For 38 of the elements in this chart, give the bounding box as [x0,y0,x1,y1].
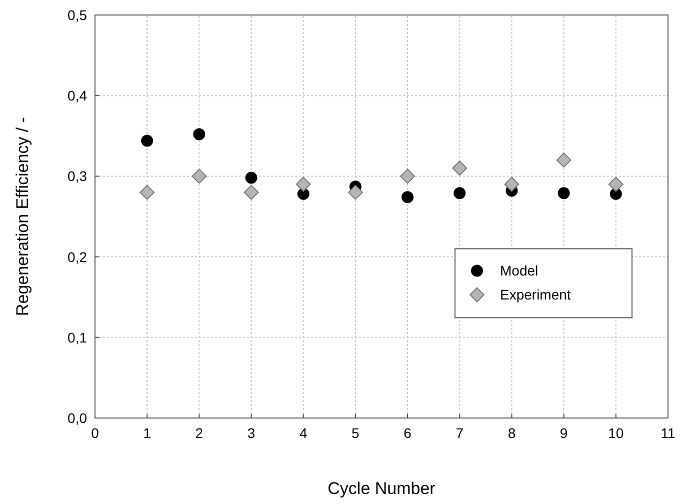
point [454,187,466,200]
point [141,134,154,147]
point [504,176,520,192]
x-axis-title: Cycle Number [328,479,436,498]
x-tick-label: 9 [560,425,568,441]
point [608,176,624,192]
point [140,184,155,200]
point [348,184,363,200]
y-tick-label: 0,3 [68,168,88,184]
x-tick-label: 10 [608,425,624,441]
x-tick-label: 6 [404,425,412,441]
x-tick-label: 11 [660,425,676,441]
point [296,176,311,192]
x-tick-label: 4 [299,425,308,441]
point [193,128,206,140]
point [452,160,468,176]
legend-label: Experiment [500,286,571,303]
point [400,168,416,184]
x-tick-label: 5 [352,425,360,441]
x-tick-label: 1 [143,425,152,441]
x-tick-label: 3 [247,425,256,441]
legend-label: Model [500,262,538,279]
point [556,152,572,168]
point [245,172,258,184]
point [558,187,570,200]
x-tick-label: 0 [91,425,100,441]
y-tick-label: 0,2 [68,248,88,265]
point [402,191,414,204]
x-tick-label: 7 [456,425,464,441]
point [192,168,207,184]
y-tick-label: 0,0 [68,410,88,426]
y-tick-label: 0,5 [68,7,88,23]
point [244,184,259,200]
y-tick-label: 0,4 [68,88,88,104]
y-axis-title: Regeneration Efficiency / - [13,116,32,316]
x-tick-label: 2 [195,425,204,441]
y-tick-label: 0,1 [68,329,88,346]
x-tick-label: 8 [508,425,516,441]
